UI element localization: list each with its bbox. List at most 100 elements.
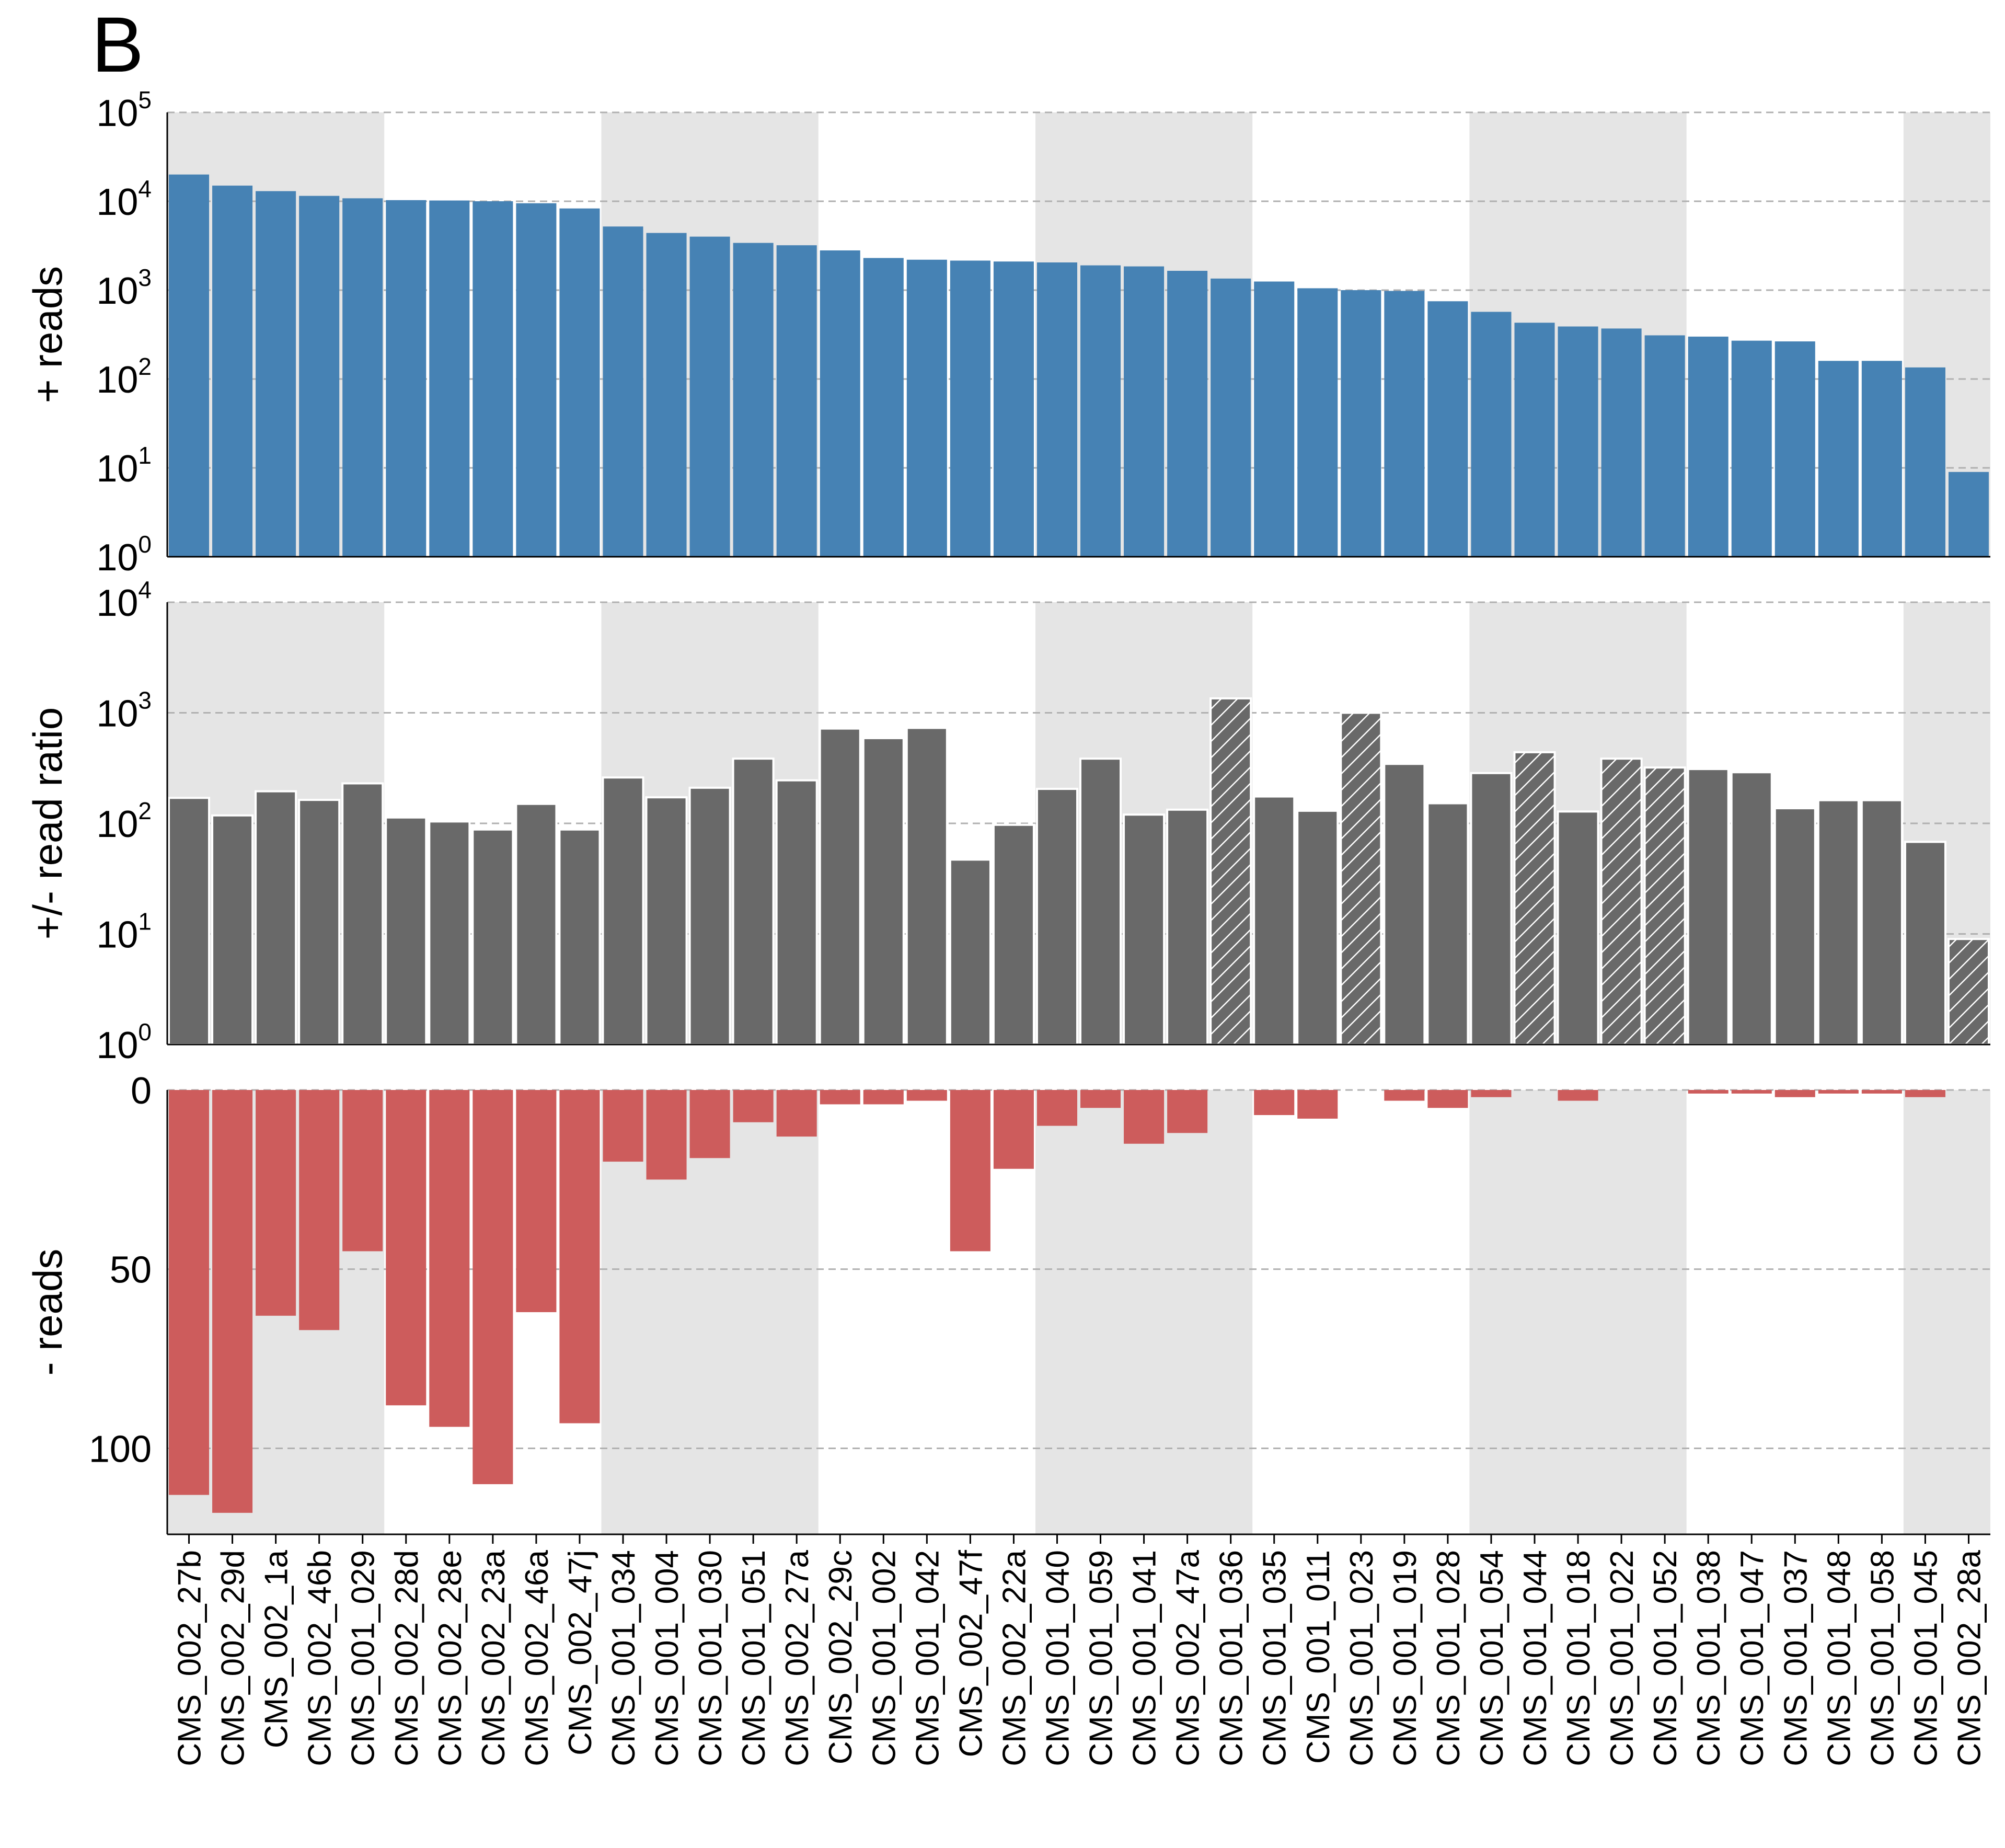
pos-bar-41 [1905, 367, 1945, 557]
pos-bar-10 [559, 208, 600, 557]
ratio-bar-1 [168, 797, 211, 1046]
xtick-label-34: CMS_001_022 [1604, 1550, 1640, 1766]
neg-bar-11 [603, 1090, 643, 1162]
ytick-label-p2-0: 100 [96, 1018, 152, 1066]
pos-bar-7 [429, 200, 470, 557]
neg-bar-33 [1558, 1090, 1598, 1101]
pos-bar-40 [1861, 361, 1902, 557]
pos-bar-20 [993, 261, 1034, 557]
xtick-label-9: CMS_002_46a [519, 1549, 555, 1766]
pos-bar-16 [820, 250, 860, 557]
xtick-label-41: CMS_001_045 [1908, 1550, 1944, 1766]
ratio-bar-41 [1904, 841, 1946, 1046]
xtick-label-40: CMS_001_058 [1864, 1550, 1900, 1766]
band-3-7 [1469, 1090, 1687, 1534]
pos-bar-12 [646, 233, 687, 557]
ytick-label-p1-2: 102 [96, 353, 152, 401]
pos-bar-11 [603, 226, 643, 557]
ratio-bar-36 [1687, 768, 1730, 1046]
ratio-bar-7 [428, 820, 471, 1046]
band-3-3 [601, 1090, 819, 1534]
ratio-bar-40 [1860, 799, 1903, 1046]
xtick-label-18: CMS_001_042 [909, 1550, 946, 1766]
ratio-bar-29 [1383, 763, 1426, 1046]
ratio-bar-38 [1773, 807, 1816, 1046]
neg-bar-16 [820, 1090, 860, 1105]
ratio-bar-32 [1513, 751, 1556, 1046]
pos-bar-25 [1211, 278, 1251, 557]
ratio-bar-20 [992, 823, 1035, 1046]
ratio-bar-9 [515, 802, 558, 1046]
xtick-label-14: CMS_001_051 [736, 1550, 772, 1766]
xtick-label-17: CMS_001_002 [866, 1550, 902, 1766]
ratio-bar-31 [1470, 772, 1513, 1046]
ytick-label-p1-3: 103 [96, 264, 152, 312]
neg-bar-22 [1080, 1090, 1121, 1108]
neg-bar-26 [1254, 1090, 1295, 1115]
labels: 100 101 102 103 104 105 + reads 100 101 102 103 104… [25, 86, 1987, 1766]
xtick-label-38: CMS_001_037 [1778, 1550, 1814, 1766]
xtick-label-28: CMS_001_023 [1344, 1550, 1380, 1766]
neg-bar-27 [1297, 1090, 1338, 1119]
ratio-bar-14 [732, 757, 775, 1046]
pos-bar-6 [386, 200, 427, 557]
ratio-bar-8 [471, 828, 514, 1046]
xtick-label-22: CMS_001_059 [1084, 1550, 1120, 1766]
neg-bar-17 [863, 1090, 904, 1105]
pos-bar-13 [689, 236, 730, 557]
ratio-bar-16 [819, 727, 861, 1046]
xtick-label-32: CMS_001_044 [1517, 1550, 1553, 1766]
neg-bar-20 [993, 1090, 1034, 1169]
ratio-bar-39 [1817, 799, 1860, 1046]
pos-bar-37 [1731, 340, 1772, 557]
xtick-label-42: CMS_002_28a [1951, 1549, 1987, 1766]
neg-bar-24 [1167, 1090, 1208, 1133]
ytick-label-p2-3: 103 [96, 687, 152, 735]
ratio-bar-42 [1947, 938, 1990, 1046]
pos-bar-19 [950, 260, 990, 557]
ylabel-p1: + reads [25, 266, 71, 403]
xtick-label-31: CMS_001_054 [1474, 1550, 1510, 1766]
pos-bar-31 [1471, 312, 1512, 557]
pos-bar-29 [1384, 291, 1425, 557]
neg-bar-30 [1427, 1090, 1468, 1108]
ytick-label-p3-0: 0 [131, 1070, 152, 1112]
ratio-bar-2 [211, 814, 254, 1046]
pos-bar-22 [1080, 265, 1121, 557]
neg-bar-36 [1688, 1090, 1729, 1094]
pos-bar-4 [299, 196, 340, 557]
neg-bar-7 [429, 1090, 470, 1427]
ratio-bar-23 [1123, 813, 1166, 1046]
ratio-bar-5 [341, 782, 384, 1046]
xtick-label-24: CMS_002_47a [1170, 1549, 1206, 1766]
xtick-label-21: CMS_001_040 [1040, 1550, 1076, 1766]
pos-bar-15 [776, 245, 817, 557]
ytick-label-p2-4: 104 [96, 576, 152, 624]
neg-bar-2 [212, 1090, 253, 1513]
xtick-label-11: CMS_001_034 [606, 1550, 642, 1766]
neg-bar-13 [689, 1090, 730, 1158]
neg-bar-5 [342, 1090, 383, 1252]
pos-bar-3 [256, 191, 296, 557]
pos-bar-24 [1167, 271, 1208, 557]
pos-bar-23 [1124, 266, 1165, 557]
neg-bar-41 [1905, 1090, 1945, 1097]
ratio-bar-27 [1296, 809, 1339, 1046]
ratio-bar-22 [1079, 757, 1122, 1046]
neg-bar-14 [733, 1090, 774, 1122]
neg-bar-4 [299, 1090, 340, 1330]
xtick-label-2: CMS_002_29d [215, 1550, 251, 1766]
ratio-bar-13 [688, 786, 731, 1046]
ylabel-p2: +/- read ratio [25, 707, 71, 939]
pos-bar-38 [1774, 341, 1815, 557]
neg-bar-38 [1774, 1090, 1815, 1097]
neg-bar-31 [1471, 1090, 1512, 1097]
xtick-label-35: CMS_001_052 [1647, 1550, 1684, 1766]
gridlines [167, 111, 1990, 1449]
panel-letter: B [91, 1, 144, 88]
pos-bar-28 [1341, 290, 1381, 557]
pos-bar-14 [733, 243, 774, 557]
pos-bar-2 [212, 186, 253, 557]
xtick-label-8: CMS_002_23a [476, 1549, 512, 1766]
xtick-label-25: CMS_001_036 [1214, 1550, 1250, 1766]
